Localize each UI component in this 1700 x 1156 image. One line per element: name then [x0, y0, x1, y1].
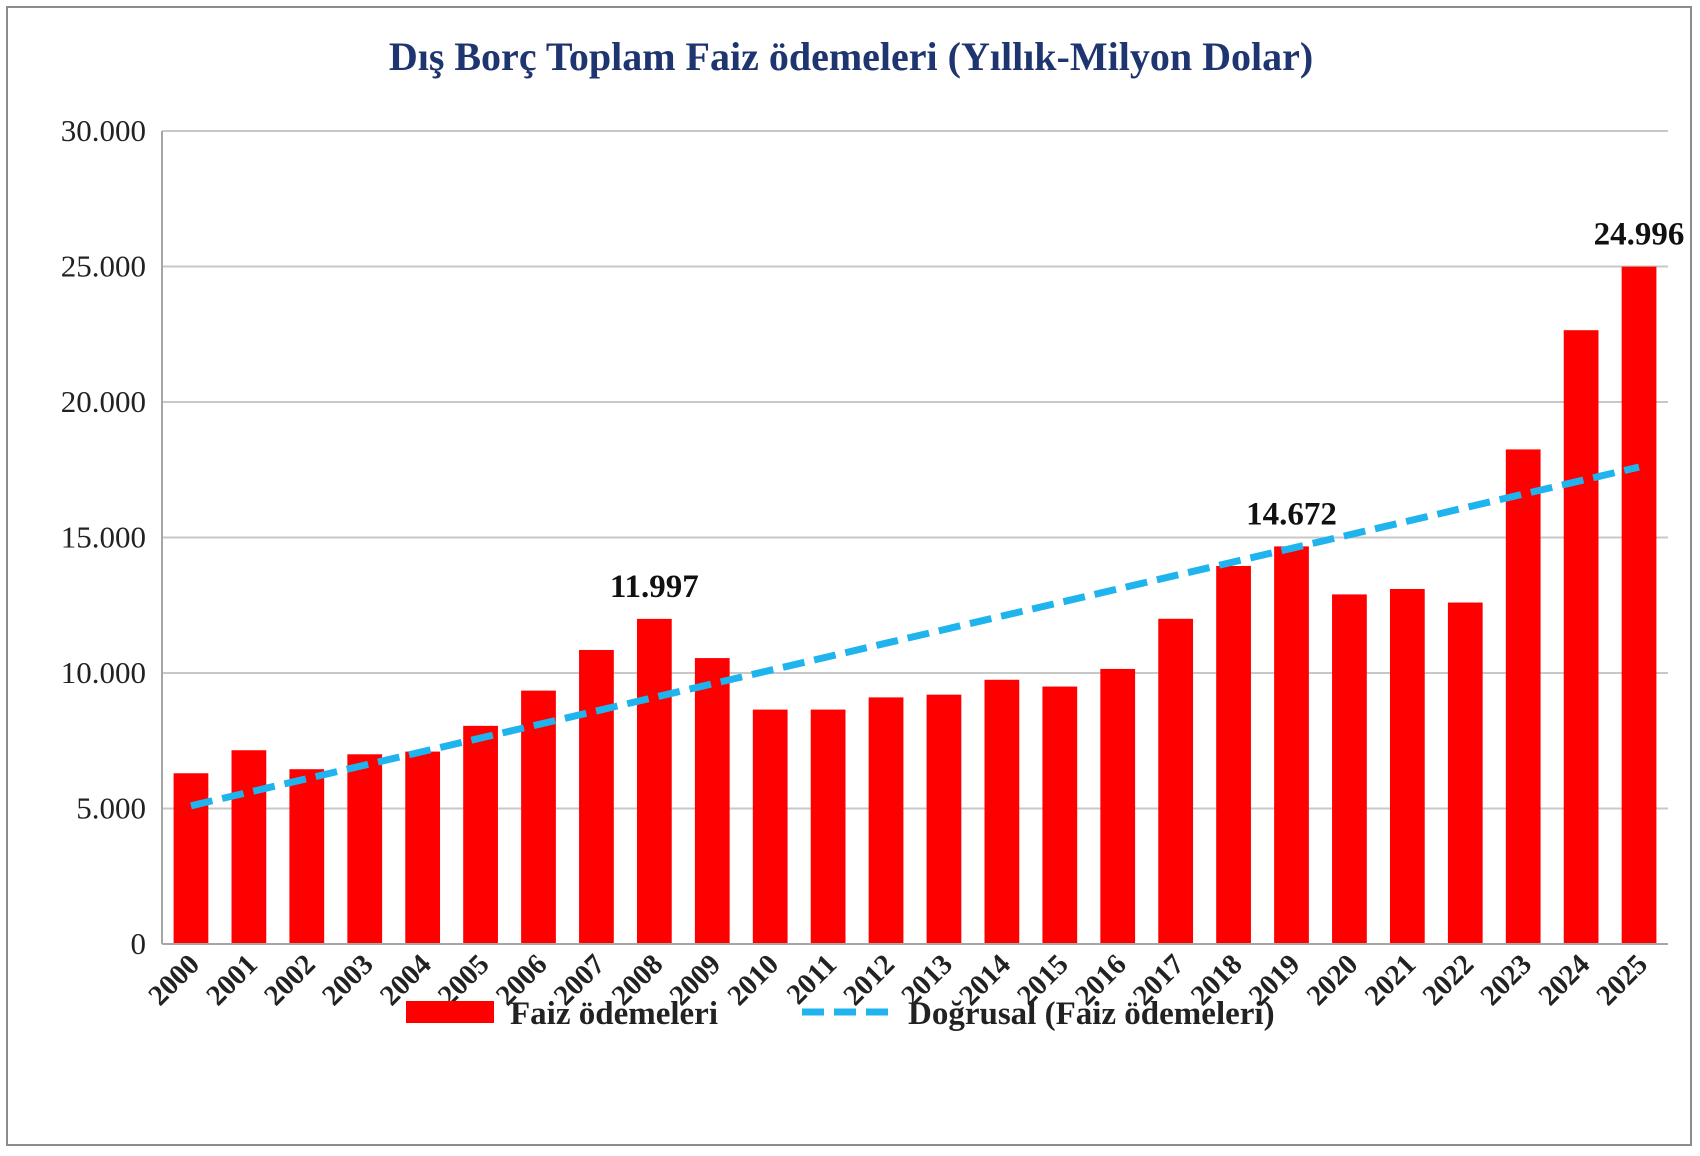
x-tick-label-2024: 2024 — [1532, 948, 1596, 1012]
legend-swatch-faiz-odemeleri — [406, 1001, 494, 1023]
bar-2010 — [752, 709, 788, 944]
x-tick-label-2023: 2023 — [1475, 948, 1539, 1012]
legend: Faiz ödemeleri Doğrusal (Faiz ödemeleri) — [406, 996, 1275, 1032]
bar-2025 — [1621, 266, 1657, 944]
x-tick-label-2010: 2010 — [722, 948, 786, 1012]
bar-2023 — [1505, 449, 1541, 944]
bar-2002 — [289, 769, 325, 944]
x-tick-label-2022: 2022 — [1417, 948, 1481, 1012]
bar-2005 — [463, 725, 498, 944]
x-tick-label-2002: 2002 — [258, 948, 322, 1012]
bar-2004 — [405, 751, 441, 944]
bar-2015 — [1042, 686, 1078, 944]
bar-2024 — [1563, 330, 1599, 944]
legend-label-trendline: Doğrusal (Faiz ödemeleri) — [908, 996, 1275, 1032]
x-axis-tick-labels: 2000200120022003200420052006200720082009… — [142, 948, 1654, 1012]
axes — [161, 131, 1668, 945]
bar-2009 — [694, 658, 730, 944]
y-tick-label-15000: 15.000 — [61, 520, 146, 555]
x-tick-label-2012: 2012 — [837, 948, 901, 1012]
data-label-2019: 14.672 — [1246, 496, 1337, 532]
chart-title: Dış Borç Toplam Faiz ödemeleri (Yıllık-M… — [389, 34, 1313, 79]
y-tick-label-30000: 30.000 — [61, 113, 146, 148]
bar-2001 — [231, 750, 267, 944]
bar-2006 — [521, 690, 556, 944]
bar-2021 — [1389, 588, 1425, 944]
bar-2018 — [1216, 565, 1251, 944]
y-tick-label-10000: 10.000 — [61, 655, 146, 690]
data-labels: 11.997 14.672 24.996 — [610, 217, 1685, 605]
x-tick-label-2001: 2001 — [200, 948, 264, 1012]
x-tick-label-2003: 2003 — [316, 948, 380, 1012]
chart-frame: Dış Borç Toplam Faiz ödemeleri (Yıllık-M… — [6, 6, 1692, 1146]
y-tick-label-5000: 5.000 — [76, 791, 146, 826]
bar-2003 — [347, 754, 383, 944]
trendline-layer — [190, 463, 1640, 810]
trendline — [190, 463, 1640, 810]
bar-2020 — [1332, 594, 1367, 944]
bar-2008 — [636, 618, 672, 944]
bar-chart: Dış Borç Toplam Faiz ödemeleri (Yıllık-M… — [61, 34, 1685, 1032]
bar-2013 — [926, 694, 962, 944]
x-tick-label-2000: 2000 — [142, 948, 206, 1012]
x-tick-label-2020: 2020 — [1301, 948, 1365, 1012]
bar-2019 — [1274, 546, 1309, 944]
bar-2022 — [1447, 602, 1483, 944]
bar-2014 — [984, 679, 1020, 944]
x-tick-label-2011: 2011 — [781, 948, 844, 1011]
y-tick-label-0: 0 — [131, 926, 147, 961]
gridlines — [162, 130, 1668, 810]
bar-2017 — [1158, 618, 1194, 944]
bar-2000 — [173, 773, 209, 944]
bar-2016 — [1100, 668, 1136, 944]
bar-2012 — [868, 697, 904, 944]
y-axis-tick-labels: 0 5.000 10.000 15.000 20.000 25.000 30.000 — [61, 113, 146, 961]
bars — [173, 266, 1657, 944]
legend-label-faiz-odemeleri: Faiz ödemeleri — [510, 996, 718, 1032]
bar-2011 — [810, 709, 846, 944]
y-tick-label-20000: 20.000 — [61, 384, 146, 419]
bar-2007 — [579, 649, 614, 944]
y-tick-label-25000: 25.000 — [61, 249, 146, 284]
x-tick-label-2025: 2025 — [1590, 948, 1654, 1012]
x-tick-label-2021: 2021 — [1359, 948, 1423, 1012]
data-label-2025: 24.996 — [1594, 217, 1685, 253]
data-label-2008: 11.997 — [610, 569, 699, 605]
